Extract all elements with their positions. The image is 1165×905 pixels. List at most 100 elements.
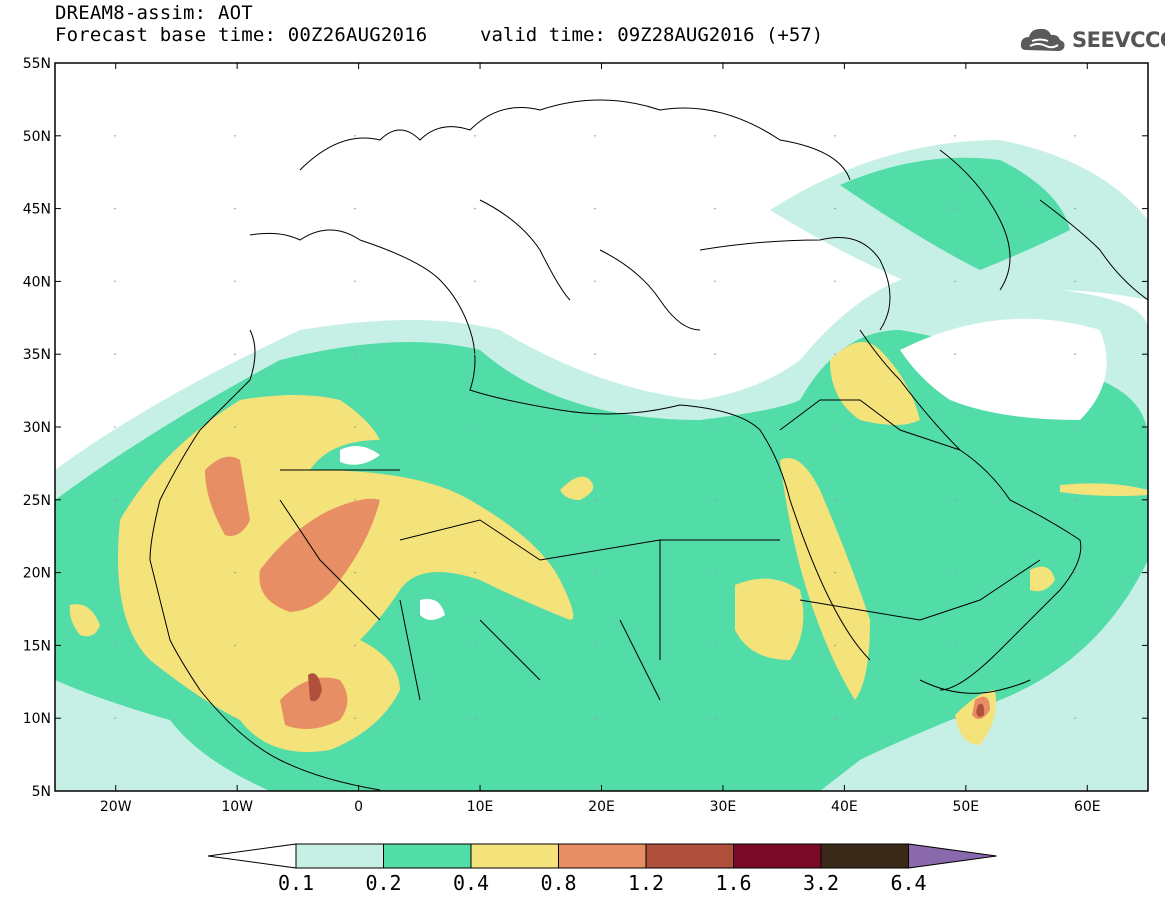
grid-dot bbox=[354, 353, 356, 356]
grid-dot bbox=[474, 426, 476, 428]
grid-dot bbox=[234, 280, 236, 283]
colorbar-swatch bbox=[295, 843, 384, 869]
lat-tick-label: 45N bbox=[23, 202, 51, 218]
grid-dot bbox=[834, 571, 836, 574]
grid-dot bbox=[114, 644, 116, 647]
colorbar-low-arrow bbox=[207, 843, 297, 869]
grid-dot bbox=[354, 280, 356, 283]
lon-axis: 20W 10W 0 10E 20E 30E 40E 50E 60E bbox=[100, 63, 1101, 815]
grid-dot bbox=[594, 717, 596, 719]
grid-dot bbox=[594, 135, 596, 137]
grid-dot bbox=[834, 280, 836, 283]
grid-dot bbox=[114, 207, 116, 210]
grid-dot bbox=[834, 499, 836, 501]
grid-dot bbox=[234, 571, 236, 574]
grid-dot bbox=[1074, 135, 1076, 137]
grid-dot bbox=[1074, 499, 1076, 501]
lon-tick-label: 20W bbox=[100, 799, 132, 815]
aot-field bbox=[55, 140, 1148, 791]
grid-dot bbox=[714, 426, 716, 428]
grid-dot bbox=[234, 426, 236, 428]
colorbar-label: 0.2 bbox=[365, 871, 401, 895]
lon-tick-label: 50E bbox=[952, 799, 979, 815]
grid-dot bbox=[594, 571, 596, 574]
grid-dot bbox=[234, 717, 236, 719]
colorbar-swatch bbox=[470, 843, 559, 869]
lon-tick-label: 10W bbox=[221, 799, 253, 815]
grid-dot bbox=[954, 207, 956, 210]
lon-tick-label: 10E bbox=[467, 799, 494, 815]
grid-dot bbox=[234, 353, 236, 356]
lat-tick-label: 50N bbox=[23, 129, 51, 145]
grid-dot bbox=[354, 499, 356, 501]
grid-dot bbox=[1074, 280, 1076, 283]
grid-dot bbox=[354, 717, 356, 719]
grid-dot bbox=[954, 135, 956, 137]
grid-dot bbox=[834, 207, 836, 210]
lat-tick-label: 35N bbox=[23, 347, 51, 363]
grid-dot bbox=[114, 571, 116, 574]
grid-dot bbox=[834, 353, 836, 356]
grid-dot bbox=[474, 717, 476, 719]
grid-dot bbox=[1074, 207, 1076, 210]
grid-dot bbox=[834, 426, 836, 428]
grid-dot bbox=[234, 644, 236, 647]
grid-dot bbox=[474, 571, 476, 574]
grid-dot bbox=[954, 280, 956, 283]
grid-dot bbox=[114, 499, 116, 501]
colorbar-high-arrow bbox=[908, 843, 997, 869]
lat-tick-label: 10N bbox=[23, 711, 51, 727]
grid-dot bbox=[234, 499, 236, 501]
grid-dot bbox=[1074, 717, 1076, 719]
grid-dot bbox=[954, 426, 956, 428]
grid-dot bbox=[354, 135, 356, 137]
lon-tick-label: 0 bbox=[354, 799, 363, 815]
map-title: DREAM8-assim: AOT bbox=[55, 2, 253, 24]
lat-tick-label: 30N bbox=[23, 420, 51, 436]
grid-dot bbox=[834, 717, 836, 719]
grid-dot bbox=[354, 644, 356, 647]
logo-text: SEEVCCC bbox=[1072, 28, 1165, 52]
colorbar-swatch bbox=[558, 843, 647, 869]
colorbar-label: 1.6 bbox=[715, 871, 751, 895]
colorbar-swatch bbox=[383, 843, 472, 869]
grid-dot bbox=[594, 426, 596, 428]
grid-dot bbox=[114, 280, 116, 283]
grid-dot bbox=[714, 644, 716, 647]
colorbar: 0.1 0.2 0.4 0.8 1.2 1.6 3.2 6.4 bbox=[207, 843, 997, 895]
colorbar-swatch bbox=[733, 843, 822, 869]
grid-dot bbox=[954, 499, 956, 501]
grid-dot bbox=[1074, 426, 1076, 428]
valid-time: valid time: 09Z28AUG2016 (+57) bbox=[480, 24, 824, 46]
grid-dot bbox=[1074, 571, 1076, 574]
colorbar-label: 3.2 bbox=[803, 871, 839, 895]
colorbar-label: 0.1 bbox=[278, 871, 314, 895]
grid-dot bbox=[114, 426, 116, 428]
lat-axis: 55N 50N 45N 40N 35N 30N 25N 20N 15N 10N 5N bbox=[23, 56, 1148, 800]
grid-dot bbox=[954, 717, 956, 719]
colorbar-label: 0.4 bbox=[453, 871, 489, 895]
colorbar-swatch bbox=[820, 843, 909, 869]
grid-dot bbox=[954, 353, 956, 356]
lat-tick-label: 20N bbox=[23, 566, 51, 582]
lon-tick-label: 20E bbox=[588, 799, 615, 815]
grid-dot bbox=[1074, 353, 1076, 356]
grid-dot bbox=[474, 280, 476, 283]
lon-tick-label: 60E bbox=[1074, 799, 1101, 815]
grid-dot bbox=[714, 280, 716, 283]
colorbar-label: 0.8 bbox=[540, 871, 576, 895]
grid-dot bbox=[474, 135, 476, 137]
grid-dot bbox=[234, 207, 236, 210]
grid-dot bbox=[114, 717, 116, 719]
grid-dot bbox=[954, 644, 956, 647]
lat-tick-label: 15N bbox=[23, 638, 51, 654]
grid-dot bbox=[714, 499, 716, 501]
grid-dot bbox=[834, 644, 836, 647]
cloud-icon bbox=[1020, 28, 1065, 51]
lat-tick-label: 40N bbox=[23, 274, 51, 290]
grid-dot bbox=[714, 353, 716, 356]
grid-dot bbox=[474, 353, 476, 356]
lat-tick-label: 55N bbox=[23, 56, 51, 72]
forecast-base-time: Forecast base time: 00Z26AUG2016 bbox=[55, 24, 428, 46]
